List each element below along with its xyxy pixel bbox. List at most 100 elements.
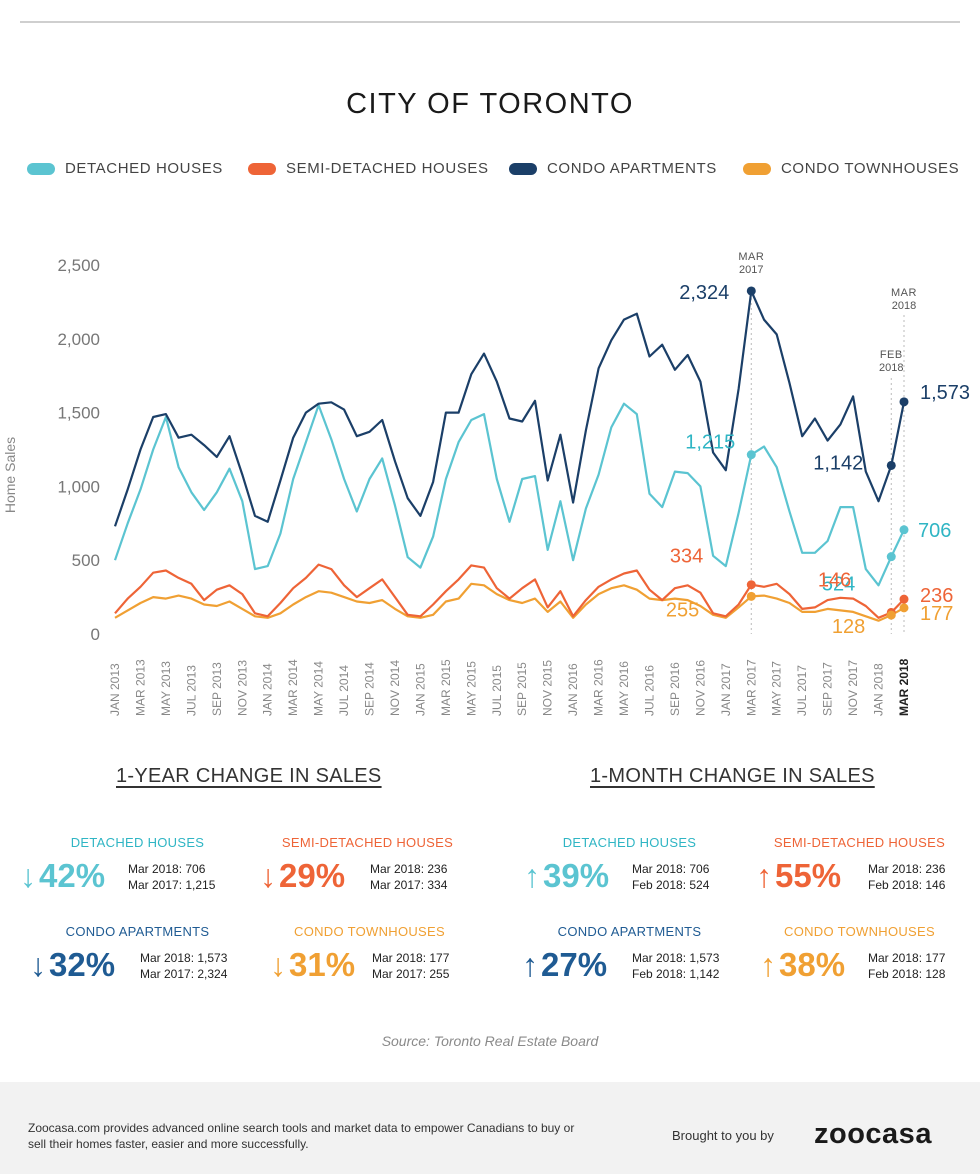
series-line-condo-apartments — [113, 289, 906, 527]
x-tick-label: JUL 2016 — [642, 665, 656, 716]
stat-month-condo-apartments: CONDO APARTMENTS ↑ 27% Mar 2018: 1,573 Feb… — [512, 924, 747, 994]
stat-value: ↓ 29% — [260, 857, 345, 895]
down-arrow-icon: ↓ — [260, 857, 276, 894]
value-annotation: 1,142 — [813, 452, 863, 474]
x-tick-label: NOV 2016 — [693, 660, 707, 716]
x-tick-label: MAR 2016 — [592, 659, 606, 716]
legend-swatch — [743, 162, 771, 175]
y-tick-label: 500 — [72, 551, 100, 570]
stat-label: SEMI-DETACHED HOUSES — [773, 835, 946, 850]
stat-details: Mar 2018: 706 Feb 2018: 524 — [632, 861, 709, 893]
stat-label: SEMI-DETACHED HOUSES — [281, 835, 454, 850]
x-tick-label: SEP 2014 — [363, 662, 377, 716]
x-tick-label: SEP 2016 — [668, 662, 682, 716]
stat-percent: 29% — [279, 857, 346, 894]
stat-line: Feb 2018: 524 — [632, 878, 710, 892]
stat-month-detached: DETACHED HOUSES ↑ 39% Mar 2018: 706 Feb 20… — [512, 835, 747, 905]
x-tick-label: MAR 2018 — [897, 658, 911, 716]
stat-details: Mar 2018: 177 Mar 2017: 255 — [372, 950, 449, 982]
stat-line: Mar 2017: 334 — [370, 878, 448, 892]
data-point — [899, 525, 909, 535]
stat-value: ↑ 27% — [522, 946, 607, 984]
down-arrow-icon: ↓ — [30, 946, 46, 983]
x-tick-label: JAN 2013 — [108, 663, 122, 716]
stat-value: ↑ 38% — [760, 946, 845, 984]
source-note: Source: Toronto Real Estate Board — [381, 1033, 599, 1049]
stat-details: Mar 2018: 236 Mar 2017: 334 — [370, 861, 447, 893]
stat-line: Feb 2018: 128 — [868, 967, 946, 981]
legend-label: CONDO TOWNHOUSES — [781, 160, 960, 177]
stat-month-condo-townhouses: CONDO TOWNHOUSES ↑ 38% Mar 2018: 177 Feb 2… — [742, 924, 977, 994]
x-tick-label: JAN 2017 — [719, 663, 733, 716]
legend-label: CONDO APARTMENTS — [547, 160, 717, 177]
stat-line: Mar 2017: 255 — [372, 967, 450, 981]
stat-label: CONDO APARTMENTS — [557, 924, 702, 939]
value-annotation: 255 — [666, 599, 699, 621]
stat-line: Mar 2017: 2,324 — [140, 967, 228, 981]
stat-percent: 42% — [39, 857, 106, 894]
value-annotation: 236 — [920, 585, 953, 607]
stat-label: DETACHED HOUSES — [562, 835, 697, 850]
data-point — [886, 610, 896, 620]
value-annotation: 706 — [918, 520, 951, 542]
data-point — [746, 286, 756, 296]
data-point — [746, 580, 756, 590]
stat-month-semi-detached: SEMI-DETACHED HOUSES ↑ 55% Mar 2018: 236 F… — [742, 835, 977, 905]
stat-percent: 31% — [289, 946, 356, 983]
marker-label-month: FEB — [880, 349, 903, 361]
y-tick-label: 2,500 — [57, 256, 100, 275]
legend-item-condo-townhouses: CONDO TOWNHOUSES — [743, 160, 959, 177]
stat-details: Mar 2018: 236 Feb 2018: 146 — [868, 861, 945, 893]
series-line-condo-townhouses — [114, 582, 905, 622]
x-tick-label: MAR 2013 — [133, 659, 147, 716]
y-tick-label: 1,000 — [57, 477, 100, 496]
stat-line: Mar 2018: 236 — [868, 862, 946, 876]
data-point — [886, 460, 896, 470]
marker-label-year: 2018 — [892, 300, 916, 312]
x-tick-label: JAN 2015 — [413, 663, 427, 716]
data-point — [886, 552, 896, 562]
marker-label-month: MAR — [738, 251, 764, 263]
stat-value: ↓ 42% — [20, 857, 105, 895]
legend-swatch — [27, 162, 55, 175]
marker-label-year: 2018 — [879, 362, 903, 374]
footer-text: Zoocasa.com provides advanced online sea… — [28, 1121, 575, 1151]
series-line-semi-detached — [114, 563, 905, 619]
stat-percent: 32% — [49, 946, 116, 983]
x-tick-label: NOV 2017 — [846, 660, 860, 716]
line-chart: 0 500 1,000 1,500 2,000 2,500 Home Sales JAN 20… — [2, 251, 970, 716]
marker-label-year: 2017 — [739, 264, 763, 276]
stat-details: Mar 2018: 706 Mar 2017: 1,215 — [128, 861, 215, 893]
x-tick-label: MAR 2017 — [744, 659, 758, 716]
stat-value: ↑ 39% — [524, 857, 609, 895]
data-point — [746, 591, 756, 601]
x-tick-label: MAY 2017 — [770, 661, 784, 716]
x-tick-label: JUL 2014 — [337, 665, 351, 716]
data-point — [899, 603, 909, 613]
month-change-title: 1-MONTH CHANGE IN SALES — [590, 765, 875, 787]
stat-label: CONDO TOWNHOUSES — [784, 924, 935, 939]
x-tick-label: NOV 2014 — [388, 660, 402, 716]
x-tick-label: JAN 2016 — [566, 663, 580, 716]
value-annotation: 128 — [832, 616, 865, 638]
stat-line: Mar 2018: 1,573 — [140, 951, 228, 965]
stat-year-detached: DETACHED HOUSES ↓ 42% Mar 2018: 706 Mar 20… — [20, 835, 255, 905]
legend-label: DETACHED HOUSES — [65, 160, 223, 177]
stat-line: Mar 2018: 1,573 — [632, 951, 720, 965]
zoocasa-logo[interactable]: zoocasa — [814, 1118, 932, 1150]
legend-item-semi-detached: SEMI-DETACHED HOUSES — [248, 160, 489, 177]
legend-swatch — [248, 162, 276, 175]
x-tick-label: MAY 2014 — [312, 661, 326, 716]
stat-details: Mar 2018: 177 Feb 2018: 128 — [868, 950, 945, 982]
stat-line: Mar 2018: 177 — [868, 951, 946, 965]
stat-percent: 39% — [543, 857, 610, 894]
top-divider — [20, 21, 960, 23]
series-line-detached — [113, 402, 905, 587]
value-annotation: 2,324 — [679, 282, 729, 304]
x-tick-label: MAY 2013 — [159, 661, 173, 716]
data-point — [746, 450, 756, 460]
value-annotation: 177 — [920, 603, 953, 625]
x-tick-label: JUL 2017 — [795, 665, 809, 716]
data-point — [899, 594, 909, 604]
up-arrow-icon: ↑ — [760, 946, 776, 983]
